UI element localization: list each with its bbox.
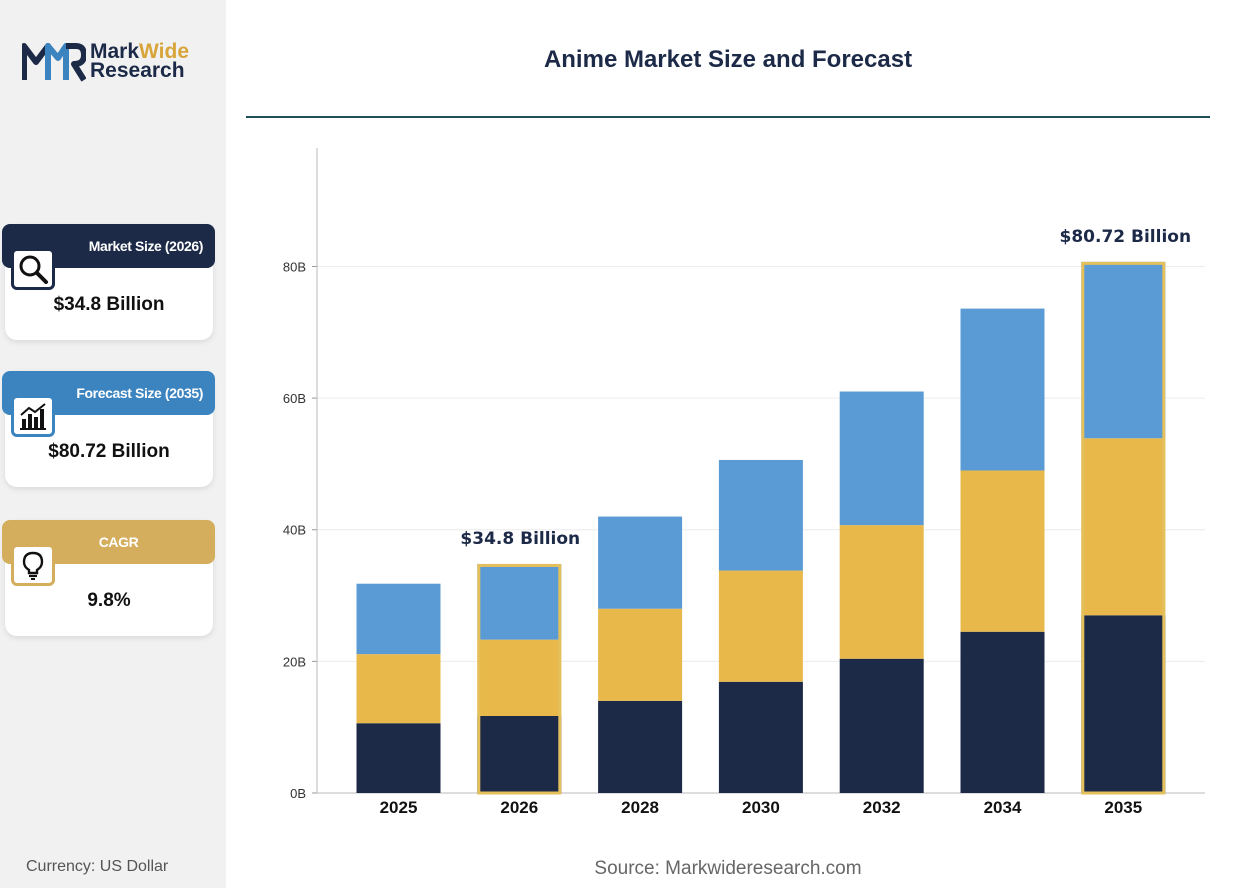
bar-segment bbox=[718, 570, 803, 682]
bar-segment bbox=[839, 658, 924, 793]
bar-segment bbox=[598, 700, 683, 793]
data-label: $34.8 Billion bbox=[460, 529, 580, 549]
cagr-label: CAGR bbox=[98, 534, 139, 550]
x-tick-label: 2025 bbox=[380, 798, 418, 817]
x-tick-label: 2032 bbox=[863, 798, 901, 817]
x-tick-label: 2035 bbox=[1104, 798, 1142, 817]
forecast-size-label: Forecast Size (2035) bbox=[76, 385, 203, 401]
bar-segment bbox=[598, 516, 683, 609]
cagr-card: CAGR 9.8% bbox=[2, 520, 215, 636]
bar-highlight bbox=[1081, 261, 1166, 795]
brand-name: MarkWide Research bbox=[90, 40, 190, 82]
y-tick-label: 80B bbox=[283, 259, 306, 274]
forecast-size-card: Forecast Size (2035) $80.72 Billion bbox=[2, 371, 215, 487]
brand-logo: MarkWide Research bbox=[21, 40, 212, 84]
y-tick-label: 40B bbox=[283, 523, 306, 538]
bar-segment bbox=[960, 631, 1045, 793]
bar-segment bbox=[1081, 438, 1166, 616]
source-note: Source: Markwideresearch.com bbox=[594, 858, 862, 879]
market-size-label: Market Size (2026) bbox=[88, 238, 204, 254]
bar-segment bbox=[477, 639, 562, 716]
page-title: Anime Market Size and Forecast bbox=[543, 46, 913, 73]
sidebar: MarkWide Research Market Size (2026) $34… bbox=[0, 0, 226, 888]
bar-highlight bbox=[477, 563, 562, 795]
market-size-card: Market Size (2026) $34.8 Billion bbox=[2, 224, 215, 340]
title-divider bbox=[246, 116, 1210, 118]
bar-segment bbox=[477, 715, 562, 793]
bar-segment bbox=[960, 470, 1045, 632]
market-size-value: $34.8 Billion bbox=[53, 294, 165, 315]
bar-chart-icon bbox=[11, 395, 55, 437]
bar-segment bbox=[356, 654, 441, 724]
x-tick-label: 2026 bbox=[500, 798, 538, 817]
lightbulb-icon bbox=[11, 544, 55, 586]
y-tick-label: 0B bbox=[290, 786, 306, 801]
x-tick-label: 2034 bbox=[984, 798, 1022, 817]
currency-note: Currency: US Dollar bbox=[26, 858, 169, 875]
bar-segment bbox=[477, 563, 562, 640]
logo-mark-icon bbox=[21, 43, 87, 82]
bar-segment bbox=[718, 681, 803, 793]
y-tick-label: 20B bbox=[283, 654, 306, 669]
bar-segment bbox=[960, 308, 1045, 471]
x-tick-label: 2030 bbox=[742, 798, 780, 817]
bar-segment bbox=[1081, 261, 1166, 439]
bar-segment bbox=[356, 723, 441, 793]
bar-segment bbox=[356, 583, 441, 655]
bar-segment bbox=[598, 608, 683, 701]
y-tick-label: 60B bbox=[283, 391, 306, 406]
bar-segment bbox=[839, 391, 924, 526]
magnifier-icon bbox=[11, 248, 55, 290]
forecast-size-value: $80.72 Billion bbox=[48, 441, 170, 462]
bar-segment bbox=[718, 459, 803, 571]
cagr-value: 9.8% bbox=[87, 590, 131, 611]
data-label: $80.72 Billion bbox=[1060, 227, 1192, 247]
bar-segment bbox=[1081, 615, 1166, 793]
x-tick-label: 2028 bbox=[621, 798, 659, 817]
bar-segment bbox=[839, 525, 924, 659]
